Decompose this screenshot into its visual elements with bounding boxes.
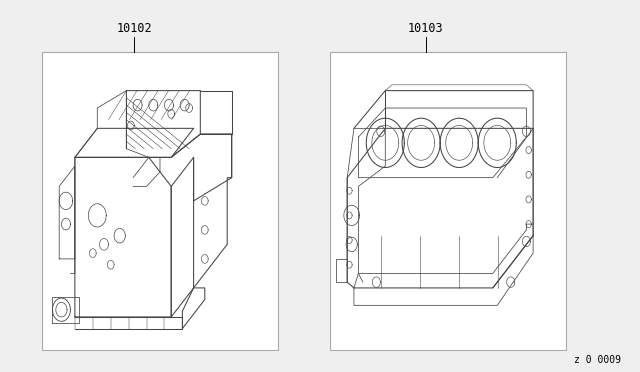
Text: z 0 0009: z 0 0009 xyxy=(574,355,621,365)
Text: 10102: 10102 xyxy=(116,22,152,35)
Text: 10103: 10103 xyxy=(408,22,444,35)
FancyBboxPatch shape xyxy=(330,52,566,350)
FancyBboxPatch shape xyxy=(42,52,278,350)
